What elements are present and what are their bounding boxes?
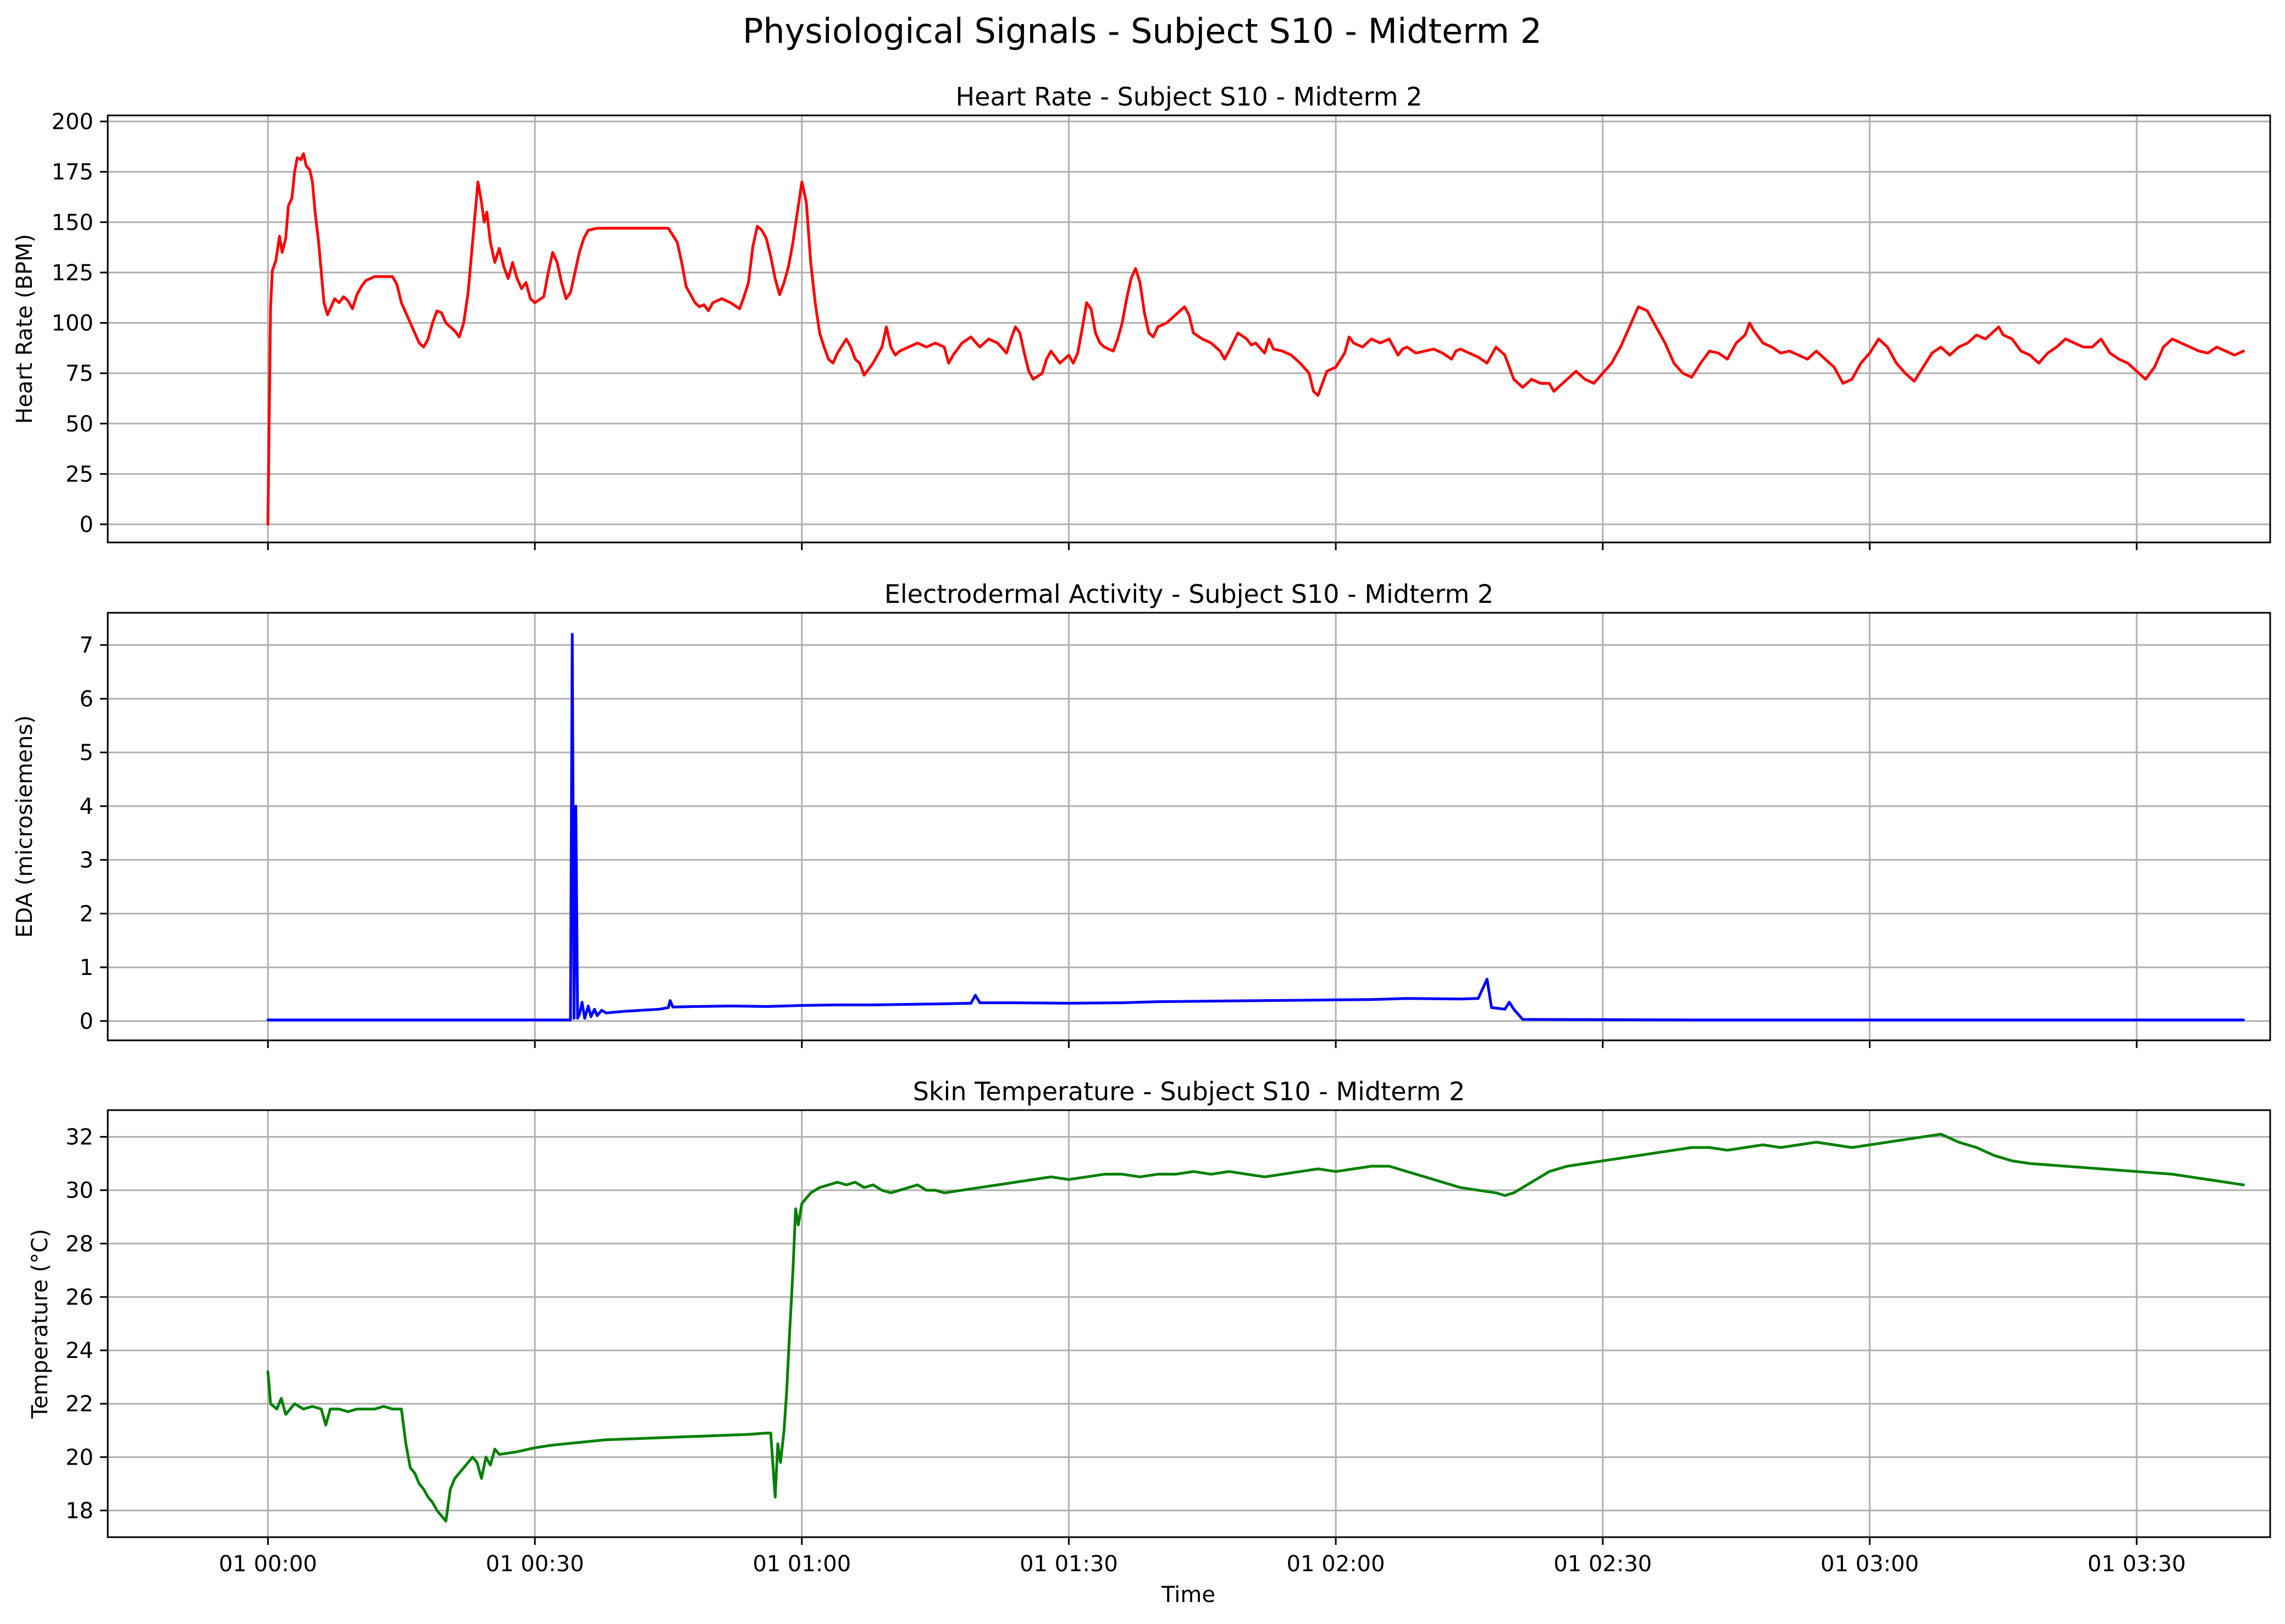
hr-ticks: 0 25 50 75 100 125 150 175 200	[52, 109, 2138, 550]
hr-ytick-label-4: 100	[52, 311, 93, 336]
hr-ytick-label-6: 150	[52, 210, 93, 235]
temp-ytick-label-3: 24	[65, 1338, 93, 1364]
eda-grid	[108, 613, 2270, 1040]
eda-ytick-label-5: 5	[80, 740, 93, 766]
x-tick-label-6: 01 03:00	[1821, 1551, 1919, 1577]
x-tick-label-3: 01 01:30	[1020, 1551, 1118, 1577]
eda-ytick-label-7: 7	[80, 633, 93, 658]
temp-ytick-label-2: 22	[65, 1392, 93, 1417]
eda-ytick-label-3: 3	[80, 848, 93, 873]
eda-ytick-label-6: 6	[80, 686, 93, 712]
hr-series-line-0	[266, 152, 2245, 526]
x-tick-label-2: 01 01:00	[753, 1551, 851, 1577]
hr-ytick-label-2: 50	[65, 412, 93, 437]
x-tick-label-4: 01 02:00	[1287, 1551, 1385, 1577]
hr-ytick-label-5: 125	[52, 260, 93, 286]
temp-series-line-0	[266, 1133, 2245, 1523]
heart-rate-panel: 0 25 50 75 100 125 150 175 200 Heart Rate - Subj…	[12, 82, 2271, 550]
eda-panel: 0 1 2 3 4 5 6 7 Electrodermal Activity - Subjec…	[12, 579, 2271, 1048]
temp-ytick-label-0: 18	[65, 1498, 93, 1523]
eda-ytick-label-1: 1	[80, 955, 93, 980]
eda-ytick-label-2: 2	[80, 901, 93, 927]
temp-ytick-label-1: 20	[65, 1445, 93, 1470]
hr-axes-frame	[107, 114, 2271, 544]
temp-ytick-label-4: 26	[65, 1285, 93, 1310]
temp-ytick-label-5: 28	[65, 1232, 93, 1257]
hr-grid	[108, 115, 2270, 542]
eda-ytick-label-0: 0	[80, 1009, 93, 1034]
temp-axes-frame	[107, 1109, 2271, 1538]
eda-series-line-0	[266, 633, 2245, 1022]
temp-ytick-label-6: 30	[65, 1178, 93, 1204]
temp-ytick-label-7: 32	[65, 1125, 93, 1150]
eda-ytick-label-4: 4	[80, 794, 93, 819]
eda-y-axis-label: EDA (microsiemens)	[12, 715, 37, 938]
hr-ytick-label-3: 75	[65, 361, 93, 386]
figure-title: Physiological Signals - Subject S10 - Mi…	[743, 11, 1542, 51]
temp-grid	[108, 1110, 2270, 1537]
skin-temperature-panel: 18 20 22 24 26 28 30 32 01 00:00 01 00:30 01 01:00…	[27, 1077, 2271, 1577]
x-axis-label: Time	[1161, 1582, 1215, 1608]
eda-axes-frame	[107, 612, 2271, 1041]
x-tick-label-1: 01 00:30	[486, 1551, 584, 1577]
temp-ticks: 18 20 22 24 26 28 30 32 01 00:00 01 00:30 01 01:00…	[65, 1125, 2186, 1577]
x-tick-label-7: 01 03:30	[2088, 1551, 2186, 1577]
eda-ticks: 0 1 2 3 4 5 6 7	[80, 633, 2138, 1048]
hr-series	[266, 152, 2245, 526]
hr-ytick-label-1: 25	[65, 462, 93, 487]
hr-ytick-label-8: 200	[52, 109, 93, 135]
temp-chart-title: Skin Temperature - Subject S10 - Midterm…	[913, 1077, 1465, 1106]
hr-y-axis-label: Heart Rate (BPM)	[12, 234, 37, 424]
hr-chart-title: Heart Rate - Subject S10 - Midterm 2	[956, 82, 1423, 112]
hr-ytick-label-7: 175	[52, 160, 93, 185]
eda-chart-title: Electrodermal Activity - Subject S10 - M…	[884, 579, 1493, 609]
x-tick-label-5: 01 02:30	[1553, 1551, 1652, 1577]
x-tick-label-0: 01 00:00	[219, 1551, 317, 1577]
temp-series	[266, 1133, 2245, 1523]
eda-series	[266, 633, 2245, 1022]
hr-ytick-label-0: 0	[80, 512, 93, 537]
temp-y-axis-label: Temperature (°C)	[27, 1229, 53, 1419]
